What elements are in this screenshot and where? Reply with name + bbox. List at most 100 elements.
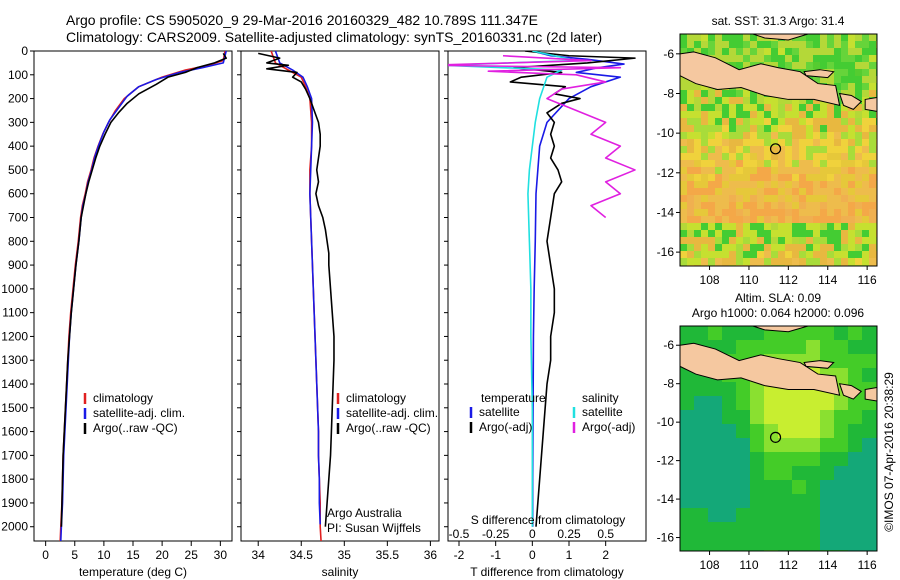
map-cell (729, 97, 737, 105)
map-cell (820, 237, 828, 245)
map-cell (729, 132, 737, 140)
land-mass (838, 92, 863, 110)
map-cell (862, 118, 870, 126)
map-cell (736, 97, 744, 105)
land-mass (752, 34, 809, 41)
map-cell (799, 188, 807, 196)
x-tick-label: 34.5 (290, 548, 314, 562)
map-cell (715, 41, 723, 49)
map-cell (750, 251, 758, 259)
map-cell (778, 396, 793, 411)
map-cell (736, 340, 751, 355)
map-cell (820, 522, 835, 537)
map-cell (736, 230, 744, 238)
map-cell (701, 111, 709, 119)
map-cell (715, 195, 723, 203)
map-cell (848, 251, 856, 259)
land-mass (680, 337, 681, 354)
map-cell (799, 237, 807, 245)
map-cell (862, 237, 870, 245)
map-cell (750, 508, 765, 523)
x-axis-label: T difference from climatology (470, 565, 624, 579)
map-cell (792, 139, 800, 147)
map-cell (708, 97, 716, 105)
map-cell (806, 146, 814, 154)
y-tick-label: 1600 (1, 425, 28, 439)
map-cell (869, 139, 877, 147)
map-cell (764, 244, 772, 252)
map-cell (694, 202, 702, 210)
map-cell (694, 83, 702, 91)
y-tick-label: 500 (8, 163, 28, 177)
map-cell (848, 153, 856, 161)
map-cell (806, 410, 821, 425)
map-cell (729, 41, 737, 49)
map-cell (862, 223, 870, 231)
map-cell (771, 167, 779, 175)
map-cell (757, 34, 765, 42)
map-cell (715, 104, 723, 112)
map-cell (778, 97, 786, 105)
x-tick-label: 110 (739, 558, 758, 572)
map-cell (729, 111, 737, 119)
map-cell (876, 550, 877, 551)
map-cell (708, 48, 716, 56)
map-cell (827, 76, 835, 84)
map-cell (862, 494, 877, 509)
map-cell (806, 216, 814, 224)
map-cell (701, 223, 709, 231)
map-cell (820, 251, 828, 259)
map-cell (848, 237, 856, 245)
map-cell (736, 237, 744, 245)
map-cell (687, 251, 695, 259)
legend-label: climatology (93, 391, 153, 405)
map-cell (827, 34, 835, 42)
land-mass (680, 342, 841, 396)
map-cell (827, 174, 835, 182)
map-cell (834, 188, 842, 196)
series-group (59, 51, 227, 541)
map-cell (820, 244, 828, 252)
series-line-t-satellite (531, 51, 625, 527)
map-cell (841, 174, 849, 182)
map-cell (687, 83, 695, 91)
map-cell (869, 174, 877, 182)
annotation-line-2: PI: Susan Wijffels (327, 521, 421, 535)
map-cell (750, 438, 765, 453)
map-cell (820, 396, 835, 411)
map-cell (813, 209, 821, 217)
map-cell (862, 111, 870, 119)
legend-label: satellite (582, 405, 623, 419)
map-cell (785, 188, 793, 196)
y-tick-label: -16 (657, 245, 675, 259)
map-cell (820, 146, 828, 154)
map-cell (820, 41, 828, 49)
map-cell (743, 167, 751, 175)
map-cell (722, 237, 730, 245)
map-cell (680, 410, 695, 425)
map-cell (862, 202, 870, 210)
map-cell (792, 125, 800, 133)
map-cell (708, 251, 716, 259)
map-cell (680, 258, 688, 266)
map-cell (855, 195, 863, 203)
header-line-2: Climatology: CARS2009. Satellite-adjuste… (66, 29, 603, 45)
map-cell (694, 48, 702, 56)
map-cell (757, 55, 765, 63)
y-tick-label: -16 (657, 531, 675, 545)
map-cell (687, 90, 695, 98)
map-cell (743, 139, 751, 147)
map-cell (750, 174, 758, 182)
map-cell (834, 146, 842, 154)
map-cell (715, 55, 723, 63)
y-tick-label: 1400 (1, 377, 28, 391)
map-cell (757, 209, 765, 217)
map-cell (764, 216, 772, 224)
x-tick-label: 35.5 (376, 548, 400, 562)
map-cell (757, 111, 765, 119)
map-cell (848, 223, 856, 231)
difference-profile: -2 -1 0 1 2 T difference from climatology (444, 50, 647, 579)
y-tick-label: -6 (663, 338, 674, 352)
map-cell (813, 160, 821, 168)
